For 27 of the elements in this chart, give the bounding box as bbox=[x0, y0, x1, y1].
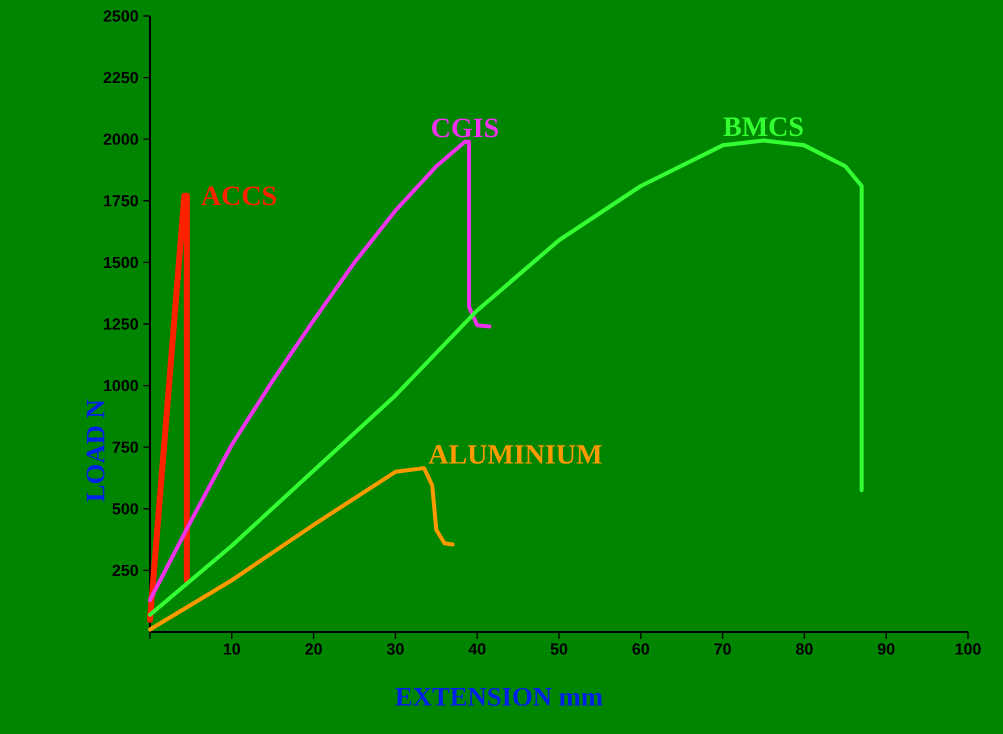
x-tick-label: 10 bbox=[223, 643, 241, 655]
x-tick-label: 100 bbox=[955, 643, 981, 655]
series-label: ALUMINIUM bbox=[428, 445, 602, 464]
y-tick-label: 250 bbox=[112, 564, 138, 577]
series-label: BMCS bbox=[723, 117, 803, 137]
x-axis-title: EXTENSION mm bbox=[395, 687, 603, 706]
x-tick-label: 40 bbox=[468, 643, 486, 655]
y-tick-label: 1750 bbox=[104, 195, 138, 207]
y-tick-label: 2500 bbox=[103, 10, 138, 22]
y-tick-label: 2250 bbox=[103, 71, 138, 84]
x-tick-label: 70 bbox=[714, 643, 731, 655]
x-tick-label: 80 bbox=[796, 643, 813, 655]
x-tick-label: 60 bbox=[632, 643, 650, 655]
series-label: ACCS bbox=[201, 186, 276, 206]
y-tick-label: 1250 bbox=[104, 318, 138, 330]
x-tick-label: 20 bbox=[305, 643, 322, 655]
x-tick-label: 90 bbox=[877, 643, 895, 655]
series-label: CGIS bbox=[432, 118, 498, 138]
x-tick-label: 50 bbox=[550, 643, 568, 655]
y-tick-label: 2000 bbox=[103, 133, 138, 145]
y-tick-label: 1500 bbox=[104, 256, 138, 269]
y-axis-title: LOAD N bbox=[86, 399, 105, 502]
x-tick-label: 30 bbox=[386, 643, 404, 655]
y-tick-label: 1000 bbox=[104, 379, 138, 392]
y-tick-label: 500 bbox=[112, 503, 138, 515]
line-series bbox=[148, 466, 455, 632]
y-tick-label: 750 bbox=[112, 441, 138, 453]
